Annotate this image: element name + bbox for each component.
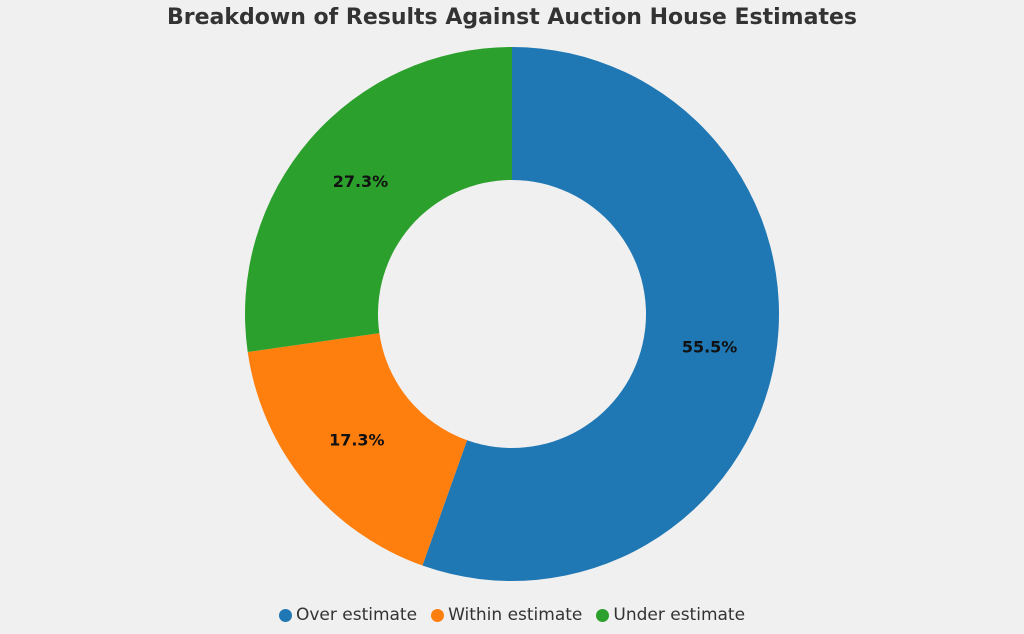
legend-marker — [596, 608, 610, 622]
data-label: 17.3% — [329, 430, 385, 449]
legend-item: Under estimate — [596, 605, 745, 625]
legend-item: Over estimate — [278, 605, 418, 625]
chart-title: Breakdown of Results Against Auction Hou… — [167, 5, 857, 30]
data-label: 27.3% — [333, 172, 389, 191]
legend-item: Within estimate — [431, 605, 582, 625]
data-label: 55.5% — [682, 338, 738, 357]
legend-label: Under estimate — [613, 605, 746, 625]
legend-marker — [278, 608, 292, 622]
chart: Breakdown of Results Against Auction Hou… — [167, 5, 857, 581]
legend: Over estimate Within estimate Under estima… — [0, 605, 1024, 625]
legend-label: Within estimate — [448, 605, 583, 625]
donut-slice — [245, 47, 513, 352]
legend-label: Over estimate — [295, 605, 418, 625]
donut-slice — [247, 333, 468, 566]
donut-slice — [422, 47, 780, 581]
legend-marker — [431, 608, 445, 622]
